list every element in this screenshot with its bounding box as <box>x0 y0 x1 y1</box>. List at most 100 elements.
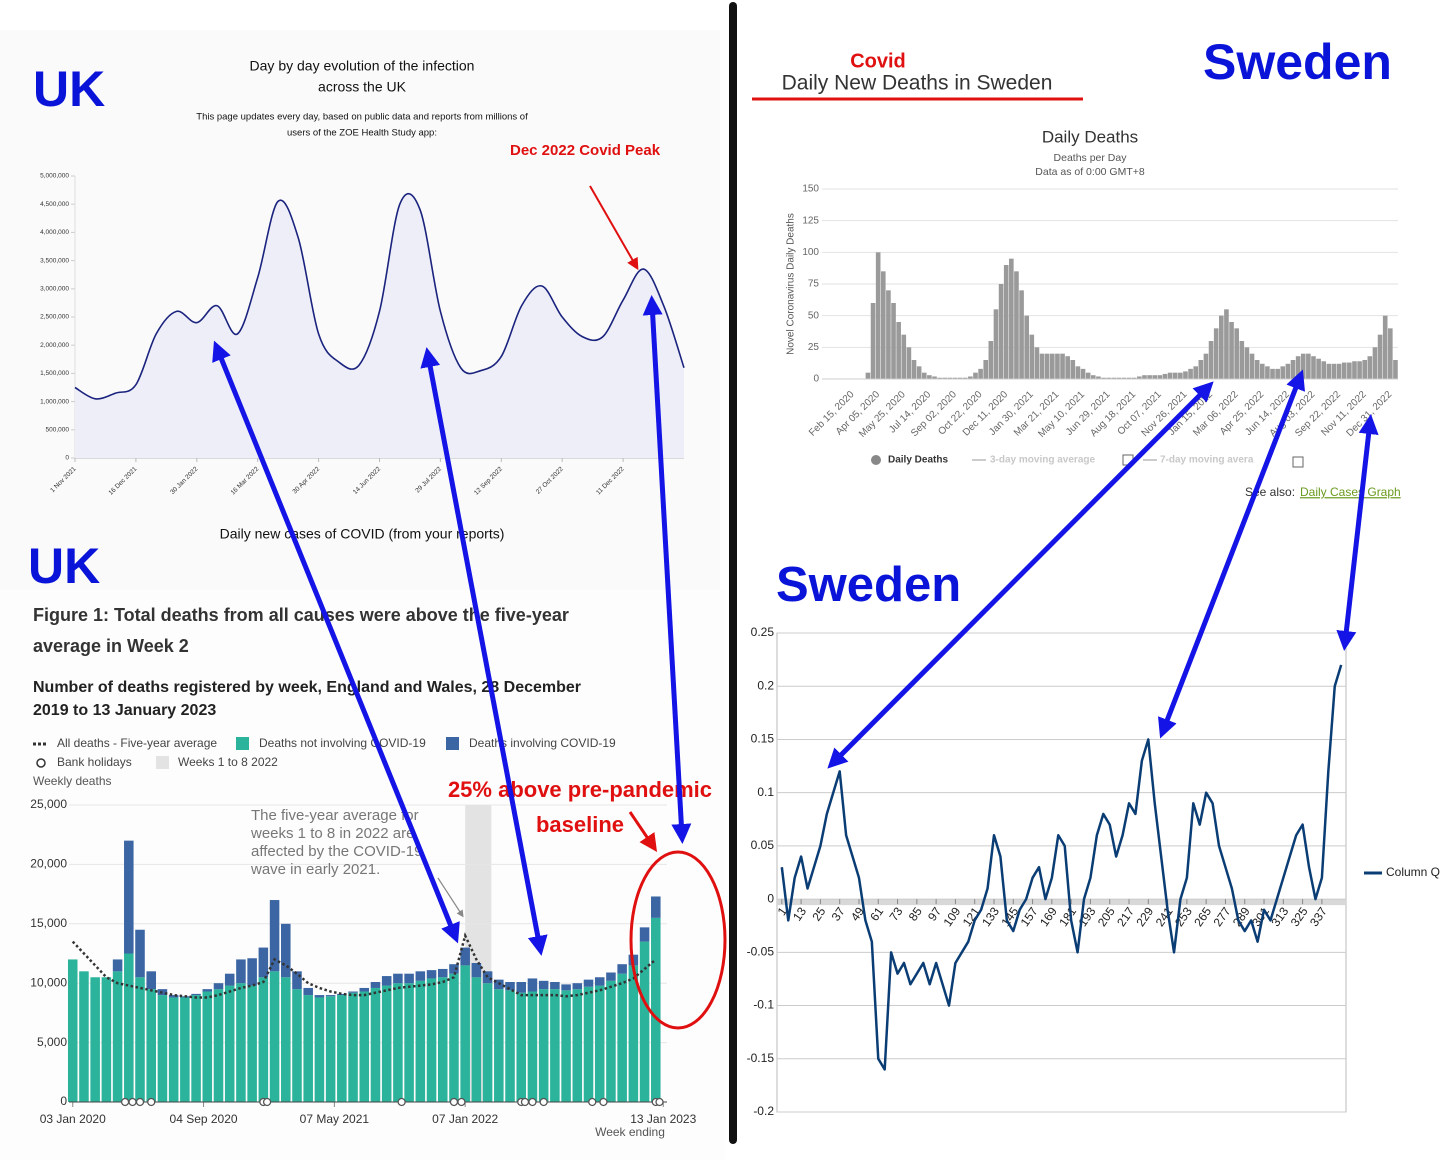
bar <box>942 377 948 379</box>
bar <box>1382 315 1388 379</box>
x-tick-label: 07 Jan 2022 <box>432 1112 498 1126</box>
bar-segment <box>606 972 616 981</box>
bar <box>891 303 896 379</box>
bar <box>1024 315 1029 379</box>
chart-title: Day by day evolution of the infection <box>250 58 475 74</box>
bar <box>1106 377 1111 379</box>
bar <box>1254 360 1260 379</box>
bar-segment <box>359 987 370 992</box>
bar-segment <box>303 995 313 1102</box>
bar-segment <box>236 959 246 984</box>
bar <box>911 360 917 379</box>
legend-label: Daily Deaths <box>888 455 948 466</box>
bar-segment <box>651 917 661 1102</box>
bar-segment <box>594 977 605 986</box>
bar-segment <box>325 995 336 997</box>
bar-segment <box>112 959 123 972</box>
bar <box>1208 341 1214 379</box>
bar-segment <box>449 973 459 1102</box>
bank-holiday <box>528 1097 537 1107</box>
bar-segment <box>550 982 560 990</box>
y-tick-label: 3,000,000 <box>40 286 69 293</box>
y-tick-label: 0.05 <box>751 838 775 852</box>
bar <box>1116 377 1122 379</box>
bar <box>1070 360 1076 379</box>
bar-segment <box>281 923 291 978</box>
bar-segment <box>572 983 583 990</box>
legend-label: Deaths involving COVID-19 <box>469 736 616 750</box>
bar-segment <box>561 984 571 991</box>
link[interactable]: Daily Cases Graph <box>1300 485 1401 499</box>
bar-segment <box>516 982 527 993</box>
bar-segment <box>101 977 112 1102</box>
header-small: Covid <box>850 50 906 72</box>
bar <box>932 376 937 379</box>
bar-segment <box>258 977 269 1102</box>
y-axis-label: Novel Coronavirus Daily Deaths <box>786 213 797 355</box>
bar <box>1367 356 1373 379</box>
bar <box>1152 375 1158 379</box>
bar <box>880 271 886 379</box>
y-tick-label: 100 <box>802 247 819 258</box>
bar <box>921 372 927 379</box>
bar <box>978 368 983 379</box>
bar-segment <box>146 971 156 990</box>
bar-segment <box>393 973 403 984</box>
bar <box>983 360 989 379</box>
legend-marker <box>236 737 249 750</box>
bar <box>968 376 973 379</box>
bar <box>1239 341 1245 379</box>
bar <box>1300 353 1306 379</box>
y-tick-label: 0 <box>60 1094 67 1108</box>
bank-holiday <box>457 1097 466 1107</box>
bar-segment <box>247 985 257 1102</box>
bar <box>1055 353 1060 379</box>
chart-caption: Daily new cases of COVID (from your repo… <box>220 526 505 542</box>
bar <box>957 377 963 379</box>
y-axis-label: Weekly deaths <box>33 774 112 788</box>
bar-segment <box>135 977 145 1102</box>
bar <box>1034 347 1040 379</box>
bar-segment <box>224 985 235 1102</box>
bar-segment <box>381 976 392 986</box>
bar <box>886 290 891 379</box>
bar <box>1090 375 1096 379</box>
bar <box>1234 328 1239 379</box>
x-tick-label: 04 Sep 2020 <box>170 1112 238 1126</box>
y-tick-label: 0.25 <box>751 625 775 639</box>
bar-segment <box>247 958 257 986</box>
bar-segment <box>471 977 482 1102</box>
y-tick-label: -0.15 <box>747 1051 775 1065</box>
y-tick-label: 500,000 <box>46 427 70 434</box>
y-tick-label: 0 <box>65 455 69 462</box>
bar <box>1044 353 1050 379</box>
legend-label: Weeks 1 to 8 2022 <box>178 755 278 769</box>
bar <box>1183 371 1188 379</box>
ons-title: Figure 1: Total deaths from all causes w… <box>33 605 569 656</box>
bar <box>1265 366 1270 379</box>
bar-segment <box>292 971 302 990</box>
bar <box>1147 375 1152 379</box>
bar <box>993 309 999 379</box>
bar-segment <box>505 982 515 991</box>
bar-segment <box>67 959 78 1102</box>
bar <box>1014 271 1019 379</box>
y-tick-label: 3,500,000 <box>40 257 69 264</box>
bar <box>1311 356 1316 379</box>
bar <box>1049 353 1055 379</box>
bar-segment <box>594 985 605 1102</box>
y-tick-label: -0.1 <box>753 998 774 1012</box>
bar-segment <box>124 840 134 954</box>
bar <box>1003 265 1009 379</box>
bar <box>1219 315 1224 379</box>
legend-label: Deaths not involving COVID-19 <box>259 736 426 750</box>
bar-segment <box>639 941 650 1102</box>
bar <box>927 375 932 379</box>
bar-segment <box>404 983 414 1102</box>
bar-segment <box>157 995 168 1102</box>
y-tick-label: 15,000 <box>30 916 67 930</box>
y-tick-label: 2,000,000 <box>40 342 69 349</box>
bar <box>1167 372 1173 379</box>
bar-segment <box>516 992 527 1102</box>
